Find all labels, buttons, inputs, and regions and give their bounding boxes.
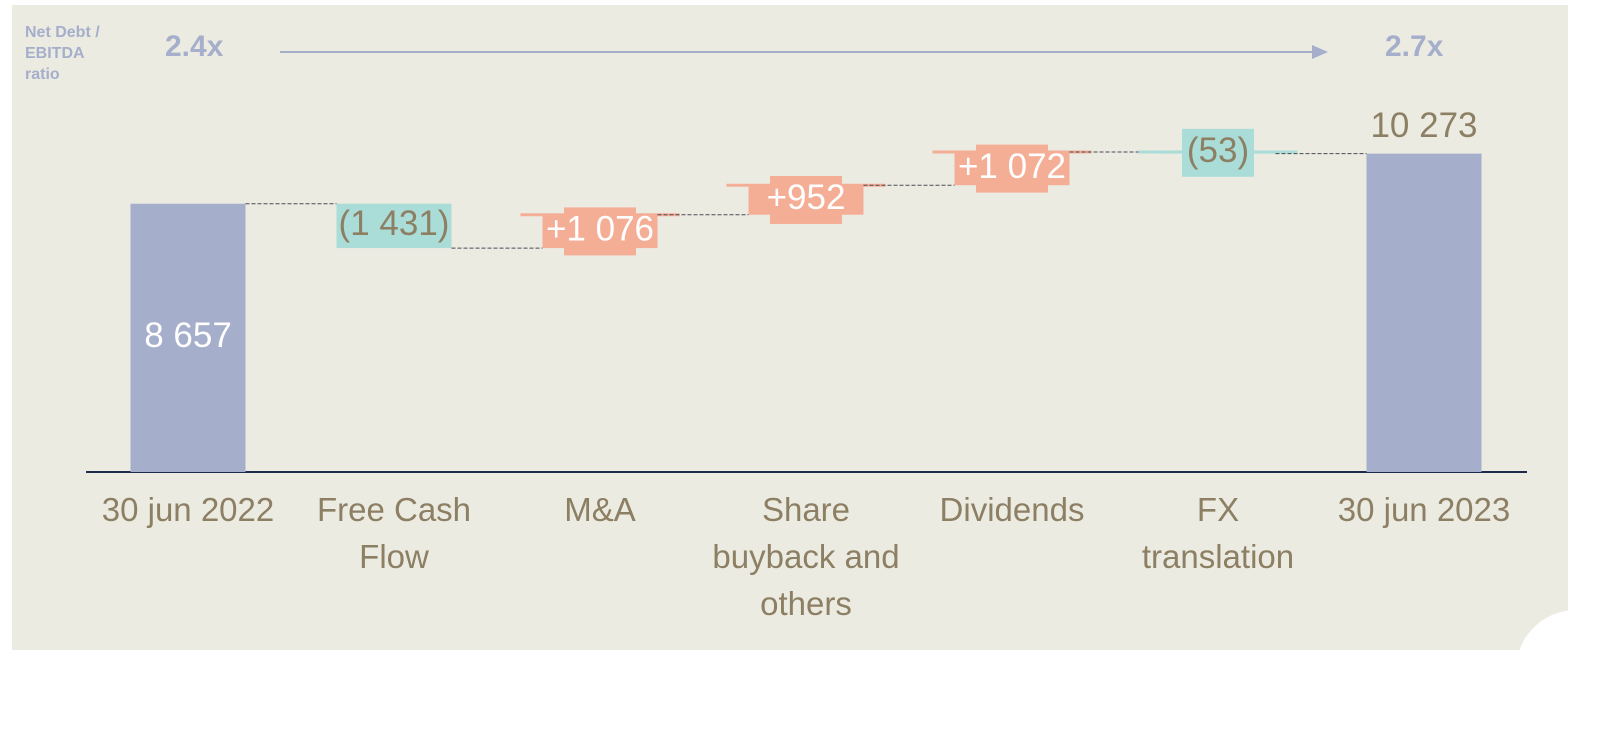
category-label: Share buyback and others — [712, 491, 900, 622]
chart: 8 657 (1 431) +1 076 +952 +1 072 (53) 10 273 — [86, 45, 1527, 473]
bar — [336, 203, 452, 249]
page: Net Debt / EBITDA ratio 2.4x 2.7x 8 657 (… — [12, 5, 1568, 650]
ratio-end: 2.7x — [1385, 30, 1444, 63]
category-label: M&A — [564, 491, 636, 528]
ratio-label: Net Debt / EBITDA ratio — [25, 24, 100, 83]
bar — [954, 152, 1070, 186]
category-label: FX translation — [1141, 491, 1295, 575]
bar — [748, 185, 864, 215]
category-label: Dividends — [939, 491, 1085, 528]
bar — [130, 203, 246, 472]
ratio-start: 2.4x — [165, 30, 224, 63]
value-label: +1 076 — [546, 210, 654, 249]
category-label: 30 jun 2023 — [1337, 491, 1511, 528]
category-label: Free Cash Flow — [316, 491, 472, 575]
value-label: +1 072 — [958, 147, 1066, 186]
value-label: 10 273 — [1370, 106, 1477, 145]
bar — [1160, 152, 1276, 154]
ratio-arrow-head — [1312, 45, 1328, 59]
value-label: 8 657 — [144, 316, 232, 355]
bar — [542, 214, 658, 249]
value-label: +952 — [767, 178, 846, 217]
chart-panel — [12, 5, 1568, 650]
bar — [1366, 153, 1482, 472]
category-label: 30 jun 2022 — [101, 491, 275, 528]
value-label: (1 431) — [339, 204, 450, 243]
value-label: (53) — [1187, 131, 1249, 170]
